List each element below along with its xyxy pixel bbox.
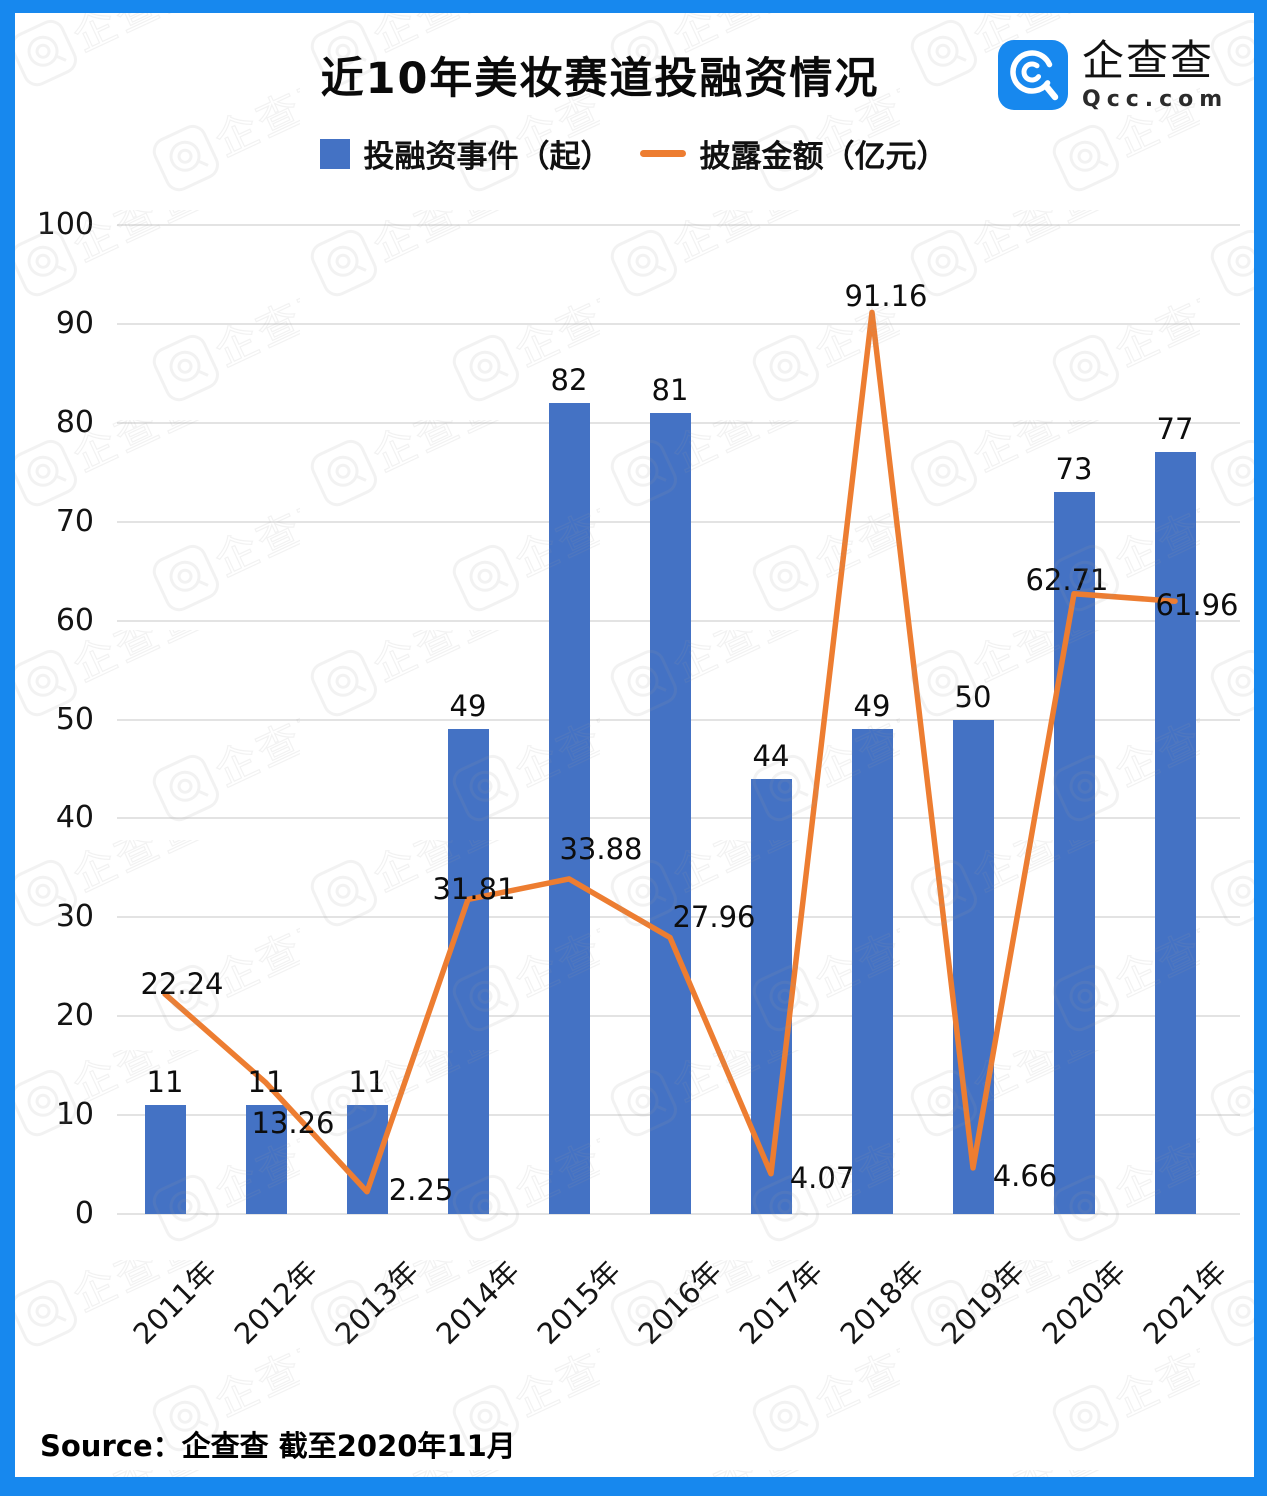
chart-canvas bbox=[15, 13, 1254, 1477]
